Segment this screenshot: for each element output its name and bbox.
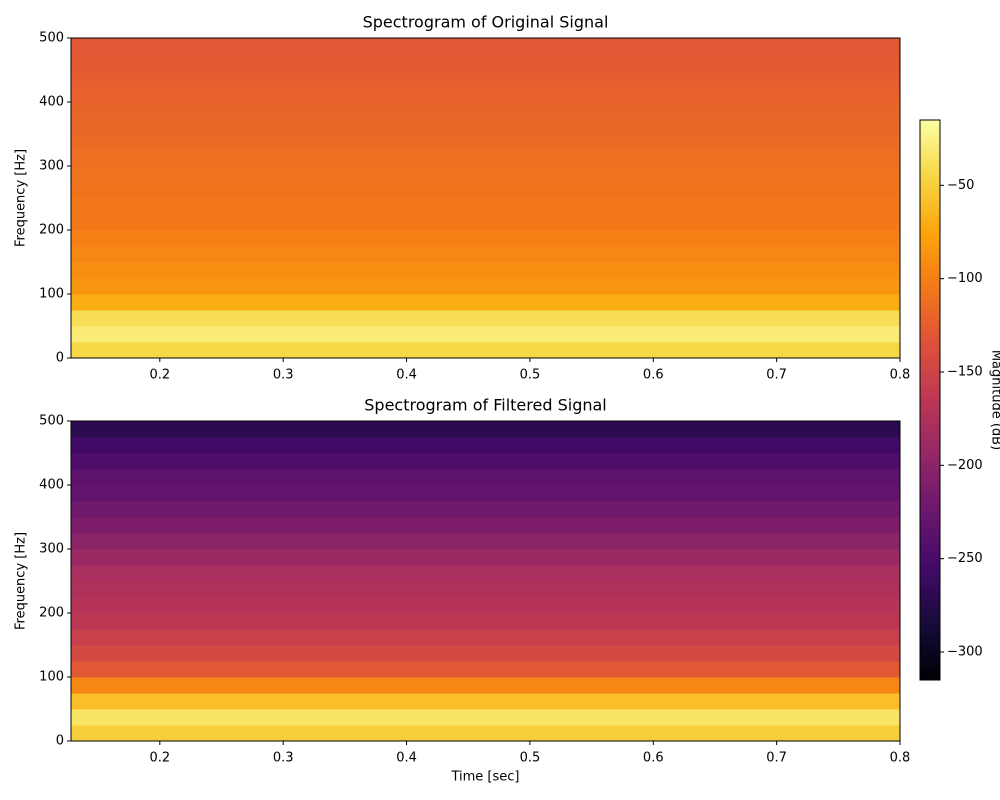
heatmap-cell: [71, 102, 900, 119]
heatmap-cell: [71, 262, 900, 279]
y-tick-label: 400: [39, 95, 64, 110]
x-tick-label: 0.3: [273, 751, 294, 766]
heatmap-cell: [71, 278, 900, 295]
y-tick-label: 100: [39, 670, 64, 685]
y-axis-label: Frequency [Hz]: [14, 532, 29, 630]
x-tick-label: 0.8: [890, 751, 911, 766]
heatmap-cell: [71, 725, 900, 742]
heatmap-cell: [71, 182, 900, 199]
heatmap-cell: [71, 549, 900, 566]
x-tick-label: 0.2: [149, 368, 170, 383]
x-tick-label: 0.6: [643, 368, 664, 383]
x-axis-label: Time [sec]: [450, 770, 519, 785]
heatmap-cell: [71, 533, 900, 550]
x-tick-label: 0.4: [396, 368, 417, 383]
colorbar: [919, 119, 941, 681]
heatmap-cell: [71, 453, 900, 470]
heatmap-cell: [71, 214, 900, 231]
heatmap-cell: [71, 469, 900, 486]
heatmap-cell: [71, 661, 900, 678]
heatmap-cell: [71, 597, 900, 614]
axes-frame: [70, 420, 901, 742]
colorbar-label: Magnitude (dB): [989, 350, 1000, 450]
heatmap-cell: [71, 294, 900, 311]
colorbar-tick-label: −100: [947, 271, 983, 286]
heatmap-cell: [71, 134, 900, 151]
y-tick-label: 0: [56, 351, 64, 366]
x-tick-label: 0.8: [890, 368, 911, 383]
heatmap-cell: [71, 70, 900, 87]
heatmap-cell: [71, 310, 900, 327]
heatmap-cell: [71, 118, 900, 135]
y-tick-label: 0: [56, 734, 64, 749]
heatmap-cell: [71, 645, 900, 662]
y-tick-label: 200: [39, 606, 64, 621]
heatmap-cell: [71, 629, 900, 646]
axes-frame: [70, 37, 901, 359]
colorbar-tick-label: −50: [947, 178, 974, 193]
heatmap-cell: [71, 86, 900, 103]
heatmap-cell: [71, 581, 900, 598]
heatmap-cell: [71, 326, 900, 343]
heatmap-cell: [71, 421, 900, 438]
x-tick-label: 0.7: [766, 368, 787, 383]
x-tick-label: 0.2: [149, 751, 170, 766]
heatmap-cell: [71, 150, 900, 167]
heatmap-cell: [71, 437, 900, 454]
x-tick-label: 0.4: [396, 751, 417, 766]
x-tick-label: 0.7: [766, 751, 787, 766]
colorbar-tick-label: −250: [947, 551, 983, 566]
heatmap-cell: [71, 709, 900, 726]
colorbar-tick-label: −200: [947, 458, 983, 473]
heatmap-cell: [71, 693, 900, 710]
y-axis-label: Frequency [Hz]: [14, 149, 29, 247]
y-tick-label: 100: [39, 287, 64, 302]
heatmap-cell: [71, 198, 900, 215]
x-tick-label: 0.3: [273, 368, 294, 383]
chart-title: Spectrogram of Original Signal: [363, 13, 609, 32]
y-tick-label: 300: [39, 542, 64, 557]
heatmap-cell: [71, 166, 900, 183]
y-tick-label: 500: [39, 414, 64, 429]
heatmap-cell: [71, 677, 900, 694]
x-tick-label: 0.5: [520, 368, 541, 383]
heatmap-cell: [71, 517, 900, 534]
heatmap-cell: [71, 565, 900, 582]
x-tick-label: 0.6: [643, 751, 664, 766]
colorbar-tick-label: −150: [947, 365, 983, 380]
heatmap-cell: [71, 230, 900, 247]
heatmap-cell: [71, 501, 900, 518]
y-tick-label: 300: [39, 159, 64, 174]
chart-title: Spectrogram of Filtered Signal: [364, 396, 606, 415]
heatmap-cell: [71, 613, 900, 630]
y-tick-label: 500: [39, 31, 64, 46]
heatmap-cell: [71, 246, 900, 263]
x-tick-label: 0.5: [520, 751, 541, 766]
y-tick-label: 200: [39, 223, 64, 238]
y-tick-label: 400: [39, 478, 64, 493]
colorbar-tick-label: −300: [947, 645, 983, 660]
heatmap-cell: [71, 54, 900, 71]
heatmap-cell: [71, 342, 900, 359]
heatmap-cell: [71, 38, 900, 55]
heatmap-cell: [71, 485, 900, 502]
